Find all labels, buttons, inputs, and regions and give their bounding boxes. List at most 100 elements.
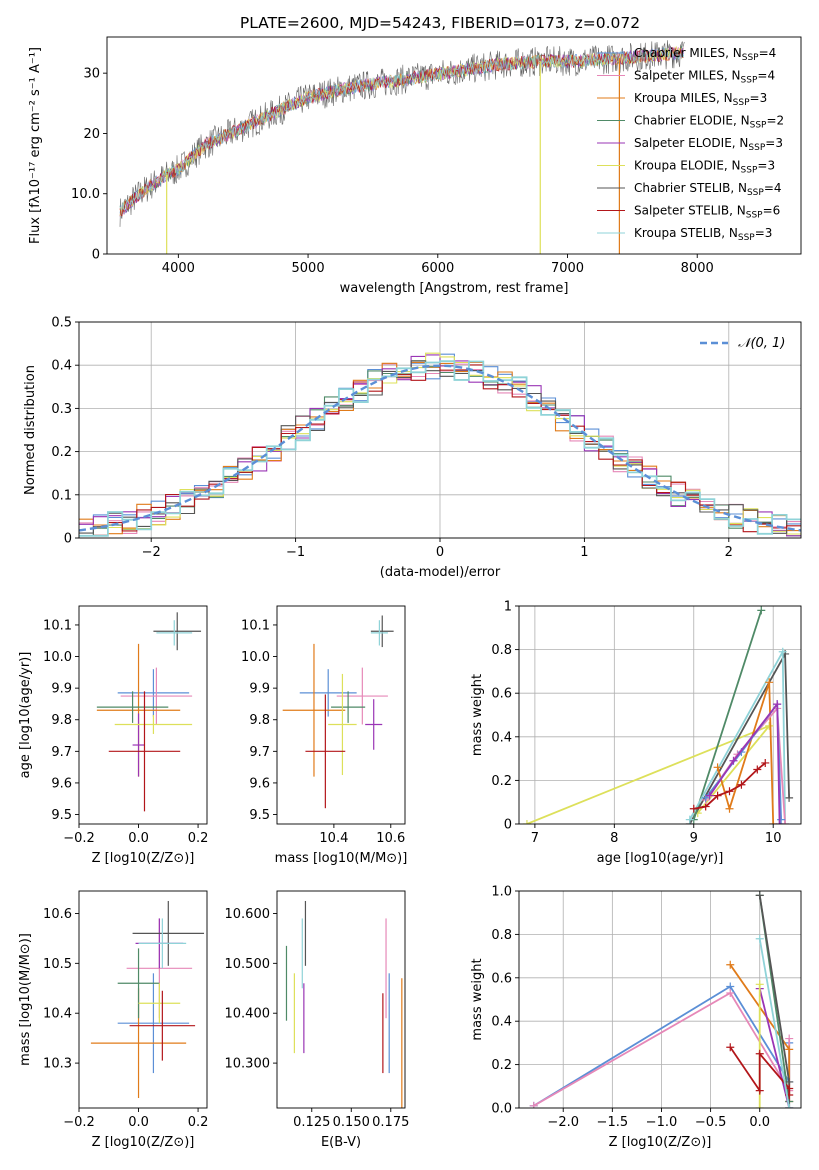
series-marker	[522, 820, 531, 824]
legend-label: Kroupa ELODIE, NSSP=3	[634, 159, 775, 176]
y-tick-label: 10.5	[43, 957, 72, 972]
series-marker	[685, 815, 694, 824]
y-tick-label: 10.0	[71, 187, 100, 202]
y-tick-label: 0.1	[51, 488, 72, 503]
y-axis-label: Flux [fλ10⁻¹⁷ erg cm⁻² s⁻¹ A⁻¹]	[28, 47, 43, 244]
legend-label: Salpeter MILES, NSSP=4	[634, 69, 775, 86]
series-line	[758, 988, 791, 1108]
y-tick-label: 10.4	[43, 1007, 72, 1022]
x-tick-label: −2	[142, 545, 161, 560]
y-tick-label: 9.6	[249, 776, 270, 791]
series-line	[758, 938, 791, 1108]
series-marker	[765, 721, 774, 730]
x-tick-label: −0.2	[63, 831, 95, 846]
y-tick-label: 10.400	[225, 1007, 271, 1022]
x-tick-label: 0.0	[128, 1115, 149, 1130]
y-tick-label: 0.2	[491, 1058, 512, 1073]
series-marker	[713, 791, 722, 800]
x-tick-label: −2.0	[547, 1115, 579, 1130]
y-tick-label: 0.0	[491, 1102, 512, 1117]
y-tick-label: 0.5	[51, 316, 72, 331]
legend-label: Chabrier MILES, NSSP=4	[634, 46, 776, 63]
y-tick-label: 0.3	[51, 402, 72, 417]
y-tick-label: 10.300	[225, 1057, 271, 1072]
panel-age_vs_mass: 10.4 10.6 9.5 9.6 9.7 9.8 9.9 10.0 10.1 mass [log…	[241, 605, 407, 866]
x-tick-label: 2	[725, 545, 733, 560]
x-axis-label: age [log10(age/yr)]	[597, 851, 724, 866]
plot-area-age_vs_Z	[96, 612, 202, 812]
x-tick-label: 4000	[162, 261, 195, 276]
legend: Chabrier MILES, NSSP=4 Salpeter MILES, NS…	[597, 46, 784, 243]
x-tick-label: −1.5	[597, 1115, 629, 1130]
y-tick-label: 0.8	[491, 643, 512, 658]
plot-area-age_vs_mass	[282, 615, 394, 809]
y-tick-label: 0	[92, 248, 100, 263]
x-tick-label: −1	[286, 545, 305, 560]
legend-label: Salpeter ELODIE, NSSP=3	[634, 136, 783, 153]
y-tick-label: 10.6	[43, 907, 72, 922]
series-marker	[737, 780, 746, 789]
x-tick-label: −1.0	[646, 1115, 678, 1130]
y-tick-label: 10.0	[241, 650, 270, 665]
panel-mass_weight_vs_age: 7 8 9 10 0 0.2 0.4 0.6 0.8 1 age [log10(age/yr)] ma…	[470, 600, 802, 866]
panels: 4000 5000 6000 7000 8000010.02030wavelength …	[18, 36, 802, 1150]
axes-frame	[78, 890, 208, 1109]
y-tick-label: 0.6	[491, 687, 512, 702]
y-tick-label: 9.9	[51, 682, 72, 697]
y-axis-label: mass [log10(M/M⊙)]	[18, 933, 33, 1066]
legend-label: Kroupa STELIB, NSSP=3	[634, 226, 772, 243]
panel-mass_vs_Z: −0.2 0.0 0.2 10.3 10.4 10.5 10.6 Z [log10(Z/Z⊙)…	[18, 890, 209, 1150]
spectrum-line	[119, 47, 684, 211]
figure-title: PLATE=2600, MJD=54243, FIBERID=0173, z=0…	[240, 14, 640, 32]
legend-label: Chabrier ELODIE, NSSP=2	[634, 114, 784, 131]
series-marker	[765, 678, 774, 687]
series-marker	[775, 820, 784, 824]
series-marker	[689, 804, 698, 813]
y-tick-label: 0	[504, 818, 512, 833]
series-marker	[778, 647, 787, 656]
plot-area-mass_weight_vs_age	[522, 606, 794, 824]
y-axis-label: Normed distribution	[23, 365, 38, 495]
plot-area-mass_weight_vs_Z	[529, 891, 794, 1108]
x-tick-label: −0.2	[63, 1115, 95, 1130]
y-tick-label: 0.4	[491, 730, 512, 745]
y-tick-label: 9.7	[51, 745, 72, 760]
x-tick-label: 7	[531, 831, 539, 846]
series-marker	[769, 820, 778, 824]
y-tick-label: 10.1	[43, 618, 72, 633]
x-tick-label: 0.175	[372, 1115, 409, 1130]
series-marker	[726, 960, 735, 969]
x-tick-label: 9	[690, 831, 698, 846]
x-tick-label: 8000	[681, 261, 714, 276]
series-marker	[529, 1101, 538, 1108]
axes-frame	[276, 605, 406, 825]
series-marker	[755, 1104, 764, 1108]
y-axis-label: age [log10(age/yr)]	[18, 652, 33, 779]
series-marker	[781, 820, 790, 824]
y-tick-label: 9.8	[249, 713, 270, 728]
series-marker	[753, 765, 762, 774]
x-tick-label: 0.2	[188, 1115, 209, 1130]
series-marker	[725, 787, 734, 796]
series-marker	[785, 1034, 794, 1043]
series-marker	[755, 934, 764, 943]
y-tick-label: 9.6	[51, 776, 72, 791]
y-tick-label: 9.5	[249, 808, 270, 823]
plot-area-mass_vs_ebv	[285, 900, 403, 1108]
x-tick-label: 10.4	[319, 831, 348, 846]
panel-mass_vs_ebv: 0.125 0.150 0.175 10.300 10.400 10.500 10.600 E…	[225, 890, 409, 1150]
x-tick-label: −0.5	[695, 1115, 727, 1130]
y-tick-label: 10.1	[241, 618, 270, 633]
spectrum-line	[119, 40, 685, 227]
axes-frame	[276, 890, 406, 1109]
x-tick-label: 8	[610, 831, 618, 846]
histogram-steps	[79, 360, 801, 537]
y-tick-label: 9.7	[249, 745, 270, 760]
y-tick-label: 20	[83, 127, 100, 142]
series-line	[716, 682, 775, 824]
series-marker	[755, 891, 764, 900]
legend-label: Salpeter STELIB, NSSP=6	[634, 204, 780, 221]
axes-frame	[78, 321, 802, 539]
y-tick-label: 9.5	[51, 808, 72, 823]
